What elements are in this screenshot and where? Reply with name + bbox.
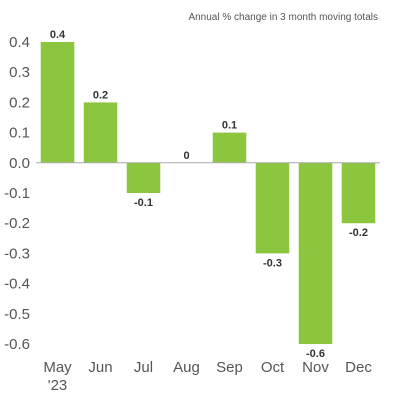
data-label: -0.1 [134,197,153,209]
y-tick-label: -0.1 [4,185,30,202]
bar [298,162,333,344]
data-label: 0.2 [93,89,108,101]
x-tick-label: May '23 [43,359,72,394]
bars [40,42,376,344]
y-tick-label: 0.3 [9,64,30,81]
bar [83,102,118,163]
x-tick-label: Oct [261,359,285,376]
data-label: 0.1 [222,120,237,132]
data-label: -0.3 [263,257,282,269]
data-label: 0 [183,150,189,162]
y-axis-ticks: 0.4 0.3 0.2 0.1 0.0 -0.1 -0.2 -0.3 -0.4 -0.5 -0.6 [4,34,30,353]
x-tick-label: Nov [302,359,329,376]
x-tick-label: Jun [88,359,112,376]
y-tick-label: 0.4 [9,34,30,51]
x-tick-label: Aug [173,359,200,376]
bar [212,132,247,163]
y-tick-label: -0.6 [4,336,30,353]
x-axis-ticks: May '23 Jun Jul Aug Sep Oct Nov Dec [43,359,372,394]
bar [341,162,376,224]
y-tick-label: -0.4 [4,276,30,293]
data-label: -0.2 [349,227,368,239]
data-labels: 0.4 0.2 -0.1 0 0.1 -0.3 -0.6 -0.2 [50,29,368,360]
x-tick-label: Dec [345,359,372,376]
x-tick-label: Sep [216,359,243,376]
y-tick-label: 0.2 [9,94,30,111]
data-label: 0.4 [50,29,66,41]
x-tick-label: Jul [134,359,153,376]
y-tick-label: 0.1 [9,125,30,142]
y-tick-label: -0.2 [4,215,30,232]
chart-subtitle: Annual % change in 3 month moving totals [188,12,378,23]
y-tick-label: -0.5 [4,306,30,323]
bar [40,42,75,163]
y-tick-label: -0.3 [4,245,30,262]
data-label: -0.6 [306,348,325,360]
bar [255,162,290,254]
y-tick-label: 0.0 [9,155,30,172]
bar [126,162,161,193]
